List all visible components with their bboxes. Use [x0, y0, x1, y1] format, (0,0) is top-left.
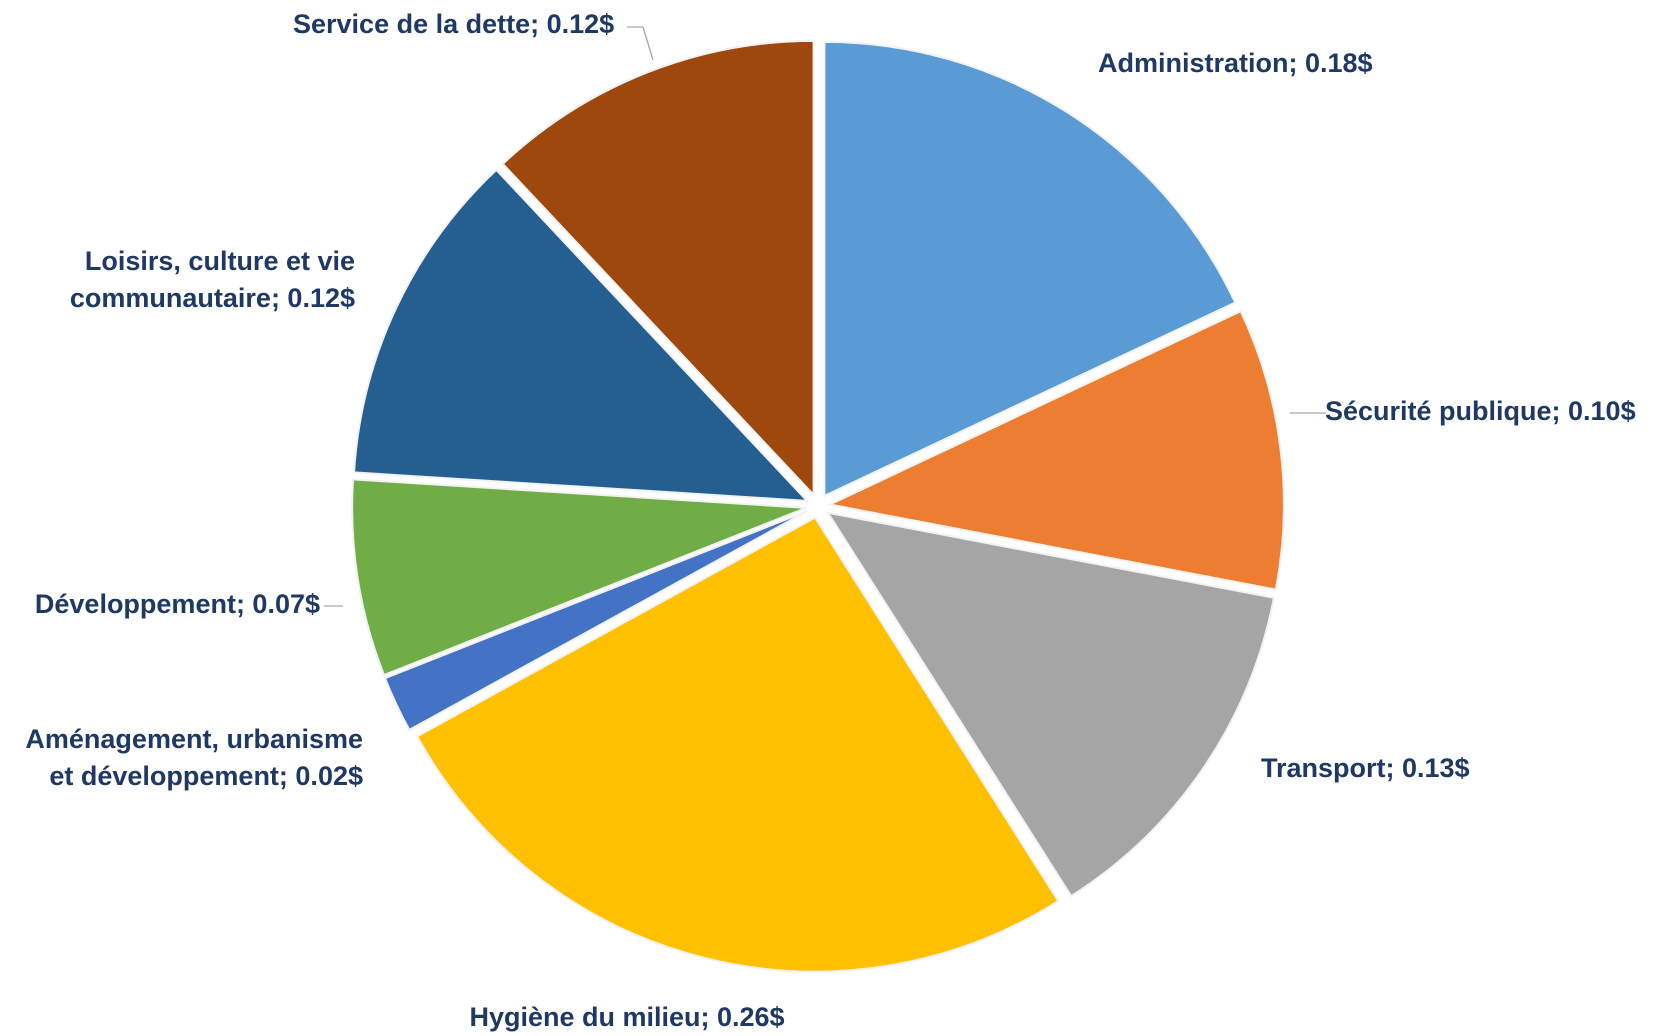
slice-label-administration: Administration; 0.18$: [1098, 45, 1373, 82]
slice-label-loisirs-culture-et-vie-communautaire: Loisirs, culture et vie communautaire; 0.…: [70, 243, 355, 317]
slice-label-service-de-la-dette: Service de la dette; 0.12$: [293, 6, 614, 43]
slice-label-line: Sécurité publique; 0.10$: [1325, 396, 1636, 426]
slice-label-line: Administration; 0.18$: [1098, 48, 1373, 78]
slice-label-developpement: Développement; 0.07$: [35, 586, 320, 623]
slice-label-transport: Transport; 0.13$: [1261, 750, 1470, 787]
pie-slice-developpement: [351, 478, 807, 677]
slice-label-line: Hygiène du milieu; 0.26$: [469, 1002, 785, 1032]
slice-label-line: Transport; 0.13$: [1261, 753, 1470, 783]
slice-label-hygiene-du-milieu: Hygiène du milieu; 0.26$: [469, 999, 784, 1036]
slice-label-line: Développement; 0.07$: [34, 589, 320, 619]
leader-line-service-de-la-dette: [627, 26, 654, 61]
pie-slice-securite-publique: [826, 309, 1285, 591]
slice-label-line: et développement; 0.02$: [49, 761, 363, 791]
pie-slice-transport: [825, 511, 1276, 898]
slice-label-line: Aménagement, urbanisme: [25, 724, 363, 754]
pie-slice-loisirs-culture-et-vie-communautaire: [352, 168, 810, 503]
slice-label-line: communautaire; 0.12$: [69, 283, 355, 313]
slice-label-line: Loisirs, culture et vie: [84, 246, 355, 276]
pie-slice-service-de-la-dette: [501, 39, 815, 498]
pie-slice-hygiene-du-milieu: [415, 516, 1060, 973]
leader-lines: [324, 26, 1326, 607]
slice-label-securite-publique: Sécurité publique; 0.10$: [1325, 393, 1636, 430]
pie-slice-administration: [823, 40, 1237, 498]
pie-slice-amenagement-urbanisme-et-developpement: [383, 510, 808, 732]
slice-label-amenagement-urbanisme-et-developpement: Aménagement, urbanisme et développement; …: [25, 721, 363, 795]
slice-label-line: Service de la dette; 0.12$: [293, 9, 615, 39]
pie-slices: [351, 39, 1285, 973]
